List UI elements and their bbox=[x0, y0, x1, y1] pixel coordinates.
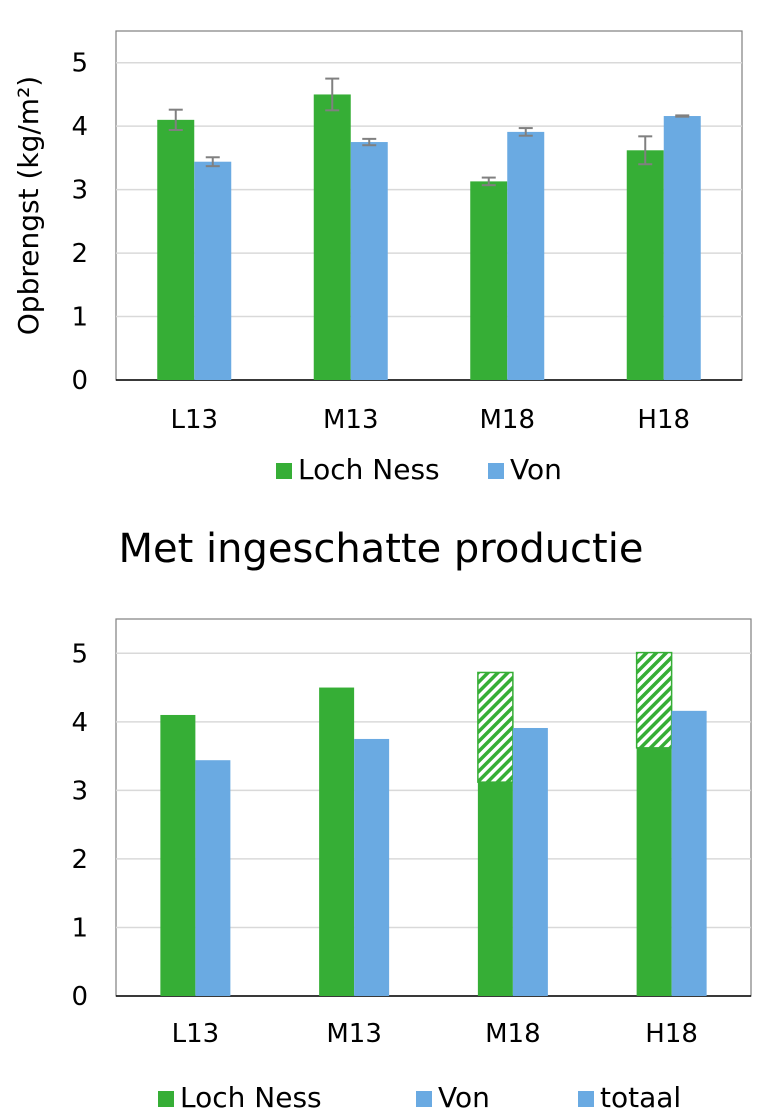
y-tick-label: 1 bbox=[71, 913, 88, 943]
legend-swatch bbox=[416, 1091, 432, 1107]
y-tick-label: 0 bbox=[71, 366, 88, 396]
y-tick-label: 3 bbox=[71, 776, 88, 806]
bar-totaal-h18 bbox=[635, 651, 673, 749]
error-bar-loch-ness-m13 bbox=[325, 77, 340, 112]
x-tick-label: M18 bbox=[479, 405, 535, 435]
x-tick-label: M18 bbox=[485, 1019, 541, 1049]
x-tick-label: H18 bbox=[637, 405, 690, 435]
bar-loch-ness-m18 bbox=[470, 181, 508, 380]
error-bar-loch-ness-m18 bbox=[481, 176, 496, 187]
bar-von-m13 bbox=[354, 738, 390, 996]
legend-swatch bbox=[578, 1091, 594, 1107]
x-tick-label: L13 bbox=[170, 405, 218, 435]
y-tick-label: 5 bbox=[71, 639, 88, 669]
legend-item-totaal: totaal bbox=[578, 1081, 681, 1110]
legend-label: Von bbox=[438, 1081, 490, 1110]
y-tick-label: 1 bbox=[71, 303, 88, 333]
bar-von-l13 bbox=[195, 760, 231, 996]
error-bar-loch-ness-h18 bbox=[638, 135, 653, 166]
legend-item-loch-ness: Loch Ness bbox=[276, 453, 440, 486]
x-tick-label: M13 bbox=[326, 1019, 382, 1049]
y-tick-label: 3 bbox=[71, 176, 88, 206]
y-axis-label: Opbrengst (kg/m²) bbox=[12, 76, 45, 335]
legend-swatch bbox=[276, 463, 292, 479]
bar-loch-ness-l13 bbox=[160, 714, 196, 996]
legend-label: Von bbox=[510, 453, 562, 486]
bar-loch-ness-m13 bbox=[319, 687, 355, 996]
y-tick-label: 0 bbox=[71, 982, 88, 1012]
chart-bottom: 0 1 2 3 4 5 L13 M13 M18 H18 Loch Ness Von totaal bbox=[71, 618, 752, 1110]
y-tick-label: 2 bbox=[71, 239, 88, 269]
legend-item-loch-ness: Loch Ness bbox=[158, 1081, 322, 1110]
y-tick-label: 5 bbox=[71, 49, 88, 79]
bar-loch-ness-m18 bbox=[477, 782, 513, 996]
bar-loch-ness-h18 bbox=[636, 747, 672, 996]
y-tick-label: 4 bbox=[71, 708, 88, 738]
y-tick-label: 2 bbox=[71, 845, 88, 875]
legend-label: Loch Ness bbox=[298, 453, 440, 486]
bar-totaal-m18 bbox=[477, 671, 514, 783]
bar-loch-ness-l13 bbox=[157, 119, 195, 380]
legend-item-von: Von bbox=[488, 453, 562, 486]
legend-label: totaal bbox=[600, 1081, 681, 1110]
error-bar-von-h18 bbox=[675, 114, 690, 118]
bottom-chart-title: Met ingeschatte productie bbox=[118, 526, 644, 572]
bar-von-m13 bbox=[350, 142, 388, 380]
bar-von-h18 bbox=[671, 710, 707, 996]
legend-item-von: Von bbox=[416, 1081, 490, 1110]
bar-loch-ness-h18 bbox=[626, 150, 664, 380]
error-bar-loch-ness-l13 bbox=[168, 108, 183, 131]
bar-von-h18 bbox=[663, 116, 701, 381]
error-bar-von-l13 bbox=[205, 156, 220, 168]
y-tick-label: 4 bbox=[71, 112, 88, 142]
x-tick-label: M13 bbox=[323, 405, 379, 435]
bar-von-l13 bbox=[194, 161, 232, 380]
legend-swatch bbox=[158, 1091, 174, 1107]
chart-top: 0 1 2 3 4 5 L13 M13 M18 H18 Opbrengst (kg/m²) Loch … bbox=[12, 30, 743, 486]
legend-label: Loch Ness bbox=[180, 1081, 322, 1110]
error-bar-von-m13 bbox=[362, 137, 377, 147]
bar-von-m18 bbox=[512, 727, 548, 996]
bar-von-m18 bbox=[507, 131, 545, 380]
x-tick-label: L13 bbox=[172, 1019, 220, 1049]
bar-loch-ness-m13 bbox=[313, 94, 351, 381]
x-tick-label: H18 bbox=[645, 1019, 698, 1049]
legend-swatch bbox=[488, 463, 504, 479]
error-bar-von-m18 bbox=[518, 127, 533, 137]
